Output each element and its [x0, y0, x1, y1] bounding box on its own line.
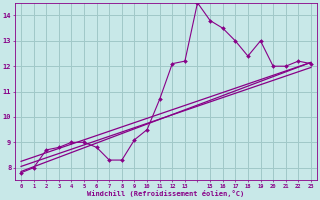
X-axis label: Windchill (Refroidissement éolien,°C): Windchill (Refroidissement éolien,°C): [87, 190, 244, 197]
